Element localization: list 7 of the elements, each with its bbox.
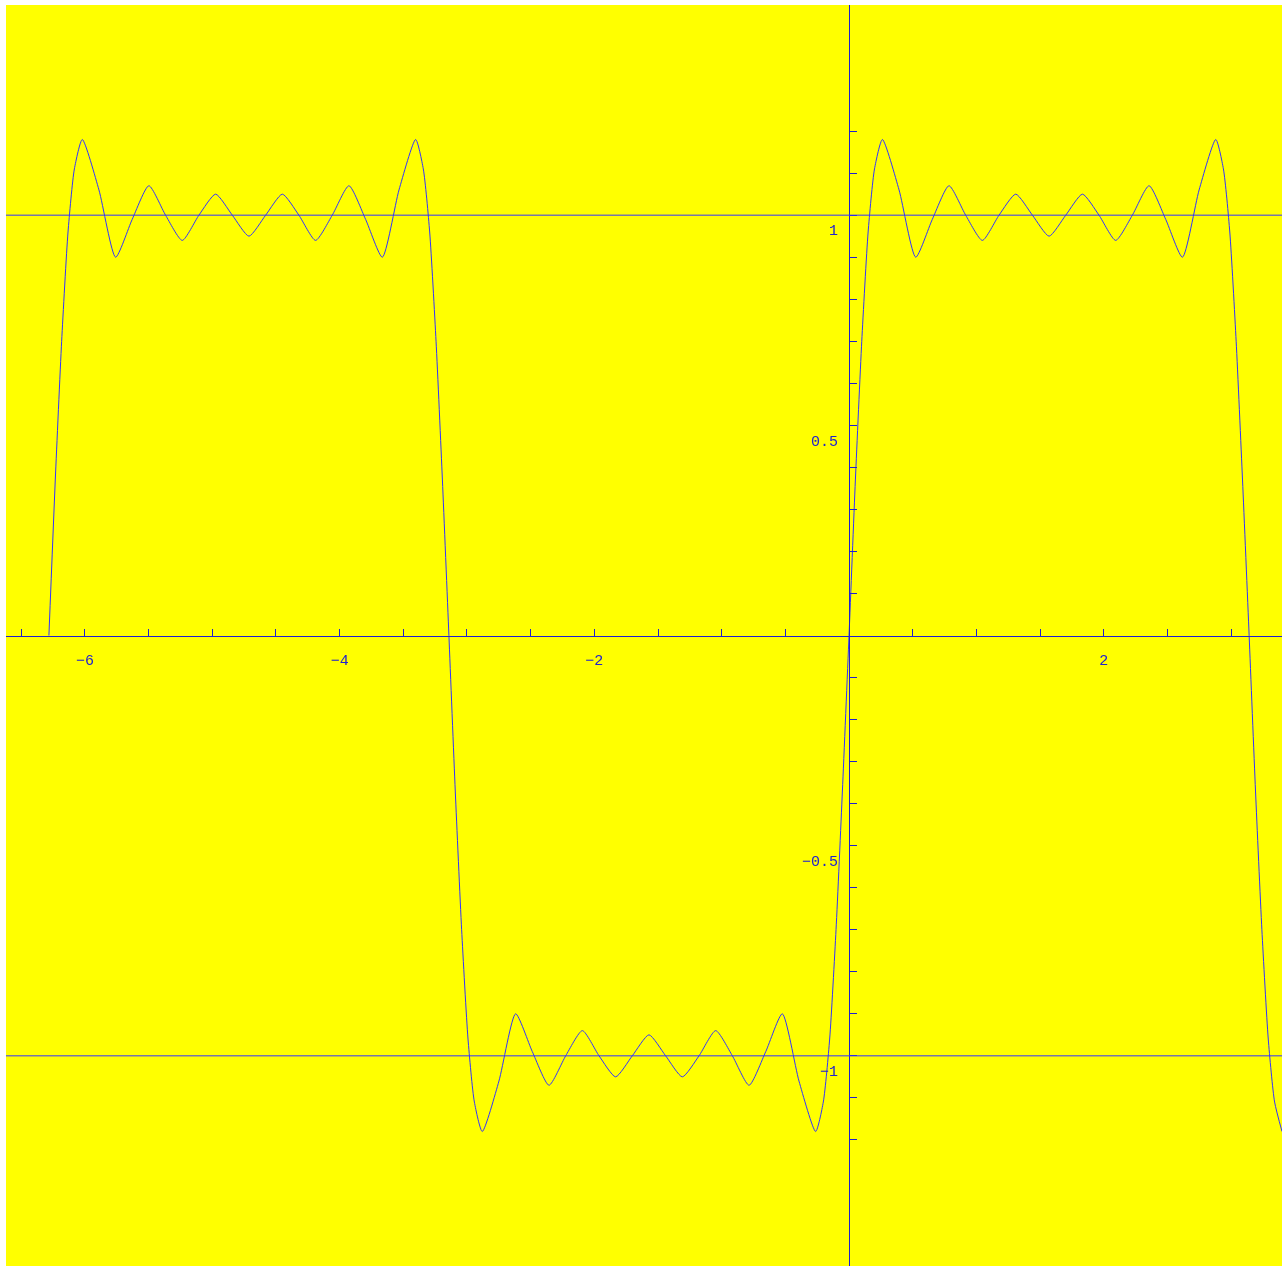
y-tick-label: −0.5 — [802, 853, 839, 871]
x-tick-label: −4 — [330, 652, 349, 670]
x-tick-label: 2 — [1099, 652, 1109, 670]
x-tick-label: −6 — [75, 652, 94, 670]
y-tick-label: 0.5 — [811, 433, 839, 451]
x-tick-label: −2 — [585, 652, 604, 670]
y-tick-label: 1 — [829, 223, 839, 241]
